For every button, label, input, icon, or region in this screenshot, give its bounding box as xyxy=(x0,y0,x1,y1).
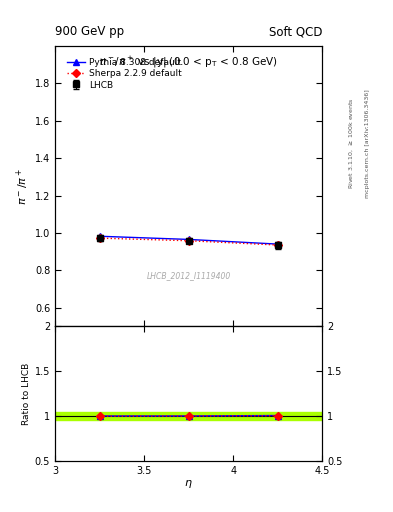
Text: Soft QCD: Soft QCD xyxy=(269,26,322,38)
Sherpa 2.2.9 default xyxy=(186,238,191,244)
Sherpa 2.2.9 default xyxy=(275,242,280,248)
Text: Rivet 3.1.10, $\geq$ 100k events: Rivet 3.1.10, $\geq$ 100k events xyxy=(348,97,356,189)
Y-axis label: Ratio to LHCB: Ratio to LHCB xyxy=(22,362,31,424)
Text: LHCB_2012_I1119400: LHCB_2012_I1119400 xyxy=(147,271,231,281)
Y-axis label: $\pi^-/\pi^+$: $\pi^-/\pi^+$ xyxy=(14,167,31,205)
Legend: Pythia 8.308 default, Sherpa 2.2.9 default, LHCB: Pythia 8.308 default, Sherpa 2.2.9 defau… xyxy=(65,56,184,91)
Text: 900 GeV pp: 900 GeV pp xyxy=(55,26,124,38)
Text: mcplots.cern.ch [arXiv:1306.3436]: mcplots.cern.ch [arXiv:1306.3436] xyxy=(365,89,370,198)
Pythia 8.308 default xyxy=(97,233,102,239)
Line: Sherpa 2.2.9 default: Sherpa 2.2.9 default xyxy=(97,236,281,248)
Pythia 8.308 default xyxy=(275,241,280,247)
Text: $\pi^-/\pi^+$ vs |y| (0.0 < p$_\mathrm{T}$ < 0.8 GeV): $\pi^-/\pi^+$ vs |y| (0.0 < p$_\mathrm{T… xyxy=(99,54,278,70)
Sherpa 2.2.9 default xyxy=(97,235,102,241)
Line: Pythia 8.308 default: Pythia 8.308 default xyxy=(96,233,281,248)
Pythia 8.308 default xyxy=(186,237,191,243)
Bar xyxy=(55,412,322,419)
X-axis label: $\eta$: $\eta$ xyxy=(184,478,193,490)
